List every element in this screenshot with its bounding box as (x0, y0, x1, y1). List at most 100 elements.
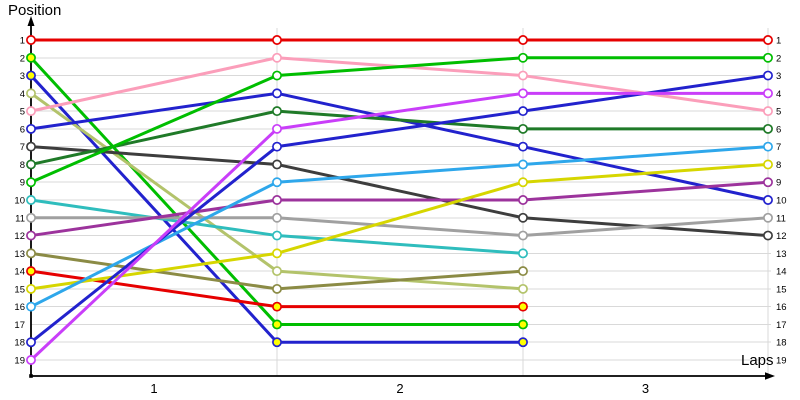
point-marker-car-start-2 (272, 319, 282, 330)
y-tick-label-right: 7 (776, 142, 781, 153)
point-marker-car-start-13 (272, 283, 282, 294)
point-marker-car-start-7 (518, 212, 528, 223)
point-marker-car-start-5 (272, 52, 282, 63)
y-tick-label-right: 12 (776, 231, 787, 242)
point-marker-car-start-12 (26, 230, 36, 241)
series-line-car-start-12 (30, 180, 769, 238)
y-tick-label-right: 11 (776, 213, 786, 224)
y-tick-label-right: 6 (776, 124, 781, 135)
point-marker-car-start-14 (26, 266, 36, 277)
y-tick-label-left: 8 (20, 160, 25, 171)
point-marker-car-start-9 (763, 52, 773, 63)
point-marker-car-start-7 (26, 141, 36, 152)
point-marker-car-start-12 (272, 195, 282, 205)
series-line-car-start-15 (30, 162, 769, 291)
point-marker-car-start-1 (763, 35, 773, 45)
point-marker-car-start-12 (518, 195, 528, 205)
point-marker-car-start-3 (26, 70, 36, 81)
point-marker-car-start-4 (518, 283, 528, 294)
series-line-car-start-19 (29, 91, 768, 362)
y-tick-label-right: 16 (776, 302, 787, 313)
point-marker-car-start-18 (272, 141, 282, 152)
point-marker-car-start-10 (272, 230, 282, 241)
point-marker-car-start-7 (272, 159, 282, 170)
y-tick-label-left: 3 (20, 71, 25, 82)
series-line-car-start-8 (30, 109, 768, 166)
y-tick-label-left: 18 (14, 338, 25, 349)
point-marker-car-start-13 (518, 266, 528, 277)
point-marker-car-start-1 (518, 35, 528, 45)
point-marker-car-start-3 (272, 337, 282, 348)
y-tick-label-right: 2 (776, 53, 781, 64)
point-marker-car-start-2 (26, 52, 36, 63)
point-marker-car-start-15 (763, 159, 773, 170)
point-marker-car-start-11 (26, 212, 36, 223)
point-marker-car-start-16 (26, 301, 36, 312)
y-tick-label-left: 13 (14, 249, 25, 260)
y-tick-label-right: 17 (776, 320, 787, 331)
point-marker-car-start-5 (26, 106, 36, 117)
point-marker-car-start-8 (26, 159, 36, 170)
y-tick-label-left: 9 (20, 178, 25, 189)
y-tick-label-right: 14 (776, 267, 787, 278)
y-tick-label-left: 4 (20, 89, 25, 100)
y-tick-label-right: 3 (776, 71, 781, 82)
y-tick-label-right: 13 (776, 249, 787, 260)
point-marker-car-start-10 (518, 248, 528, 259)
point-marker-car-start-18 (26, 337, 36, 348)
y-tick-label-left: 12 (14, 231, 25, 242)
point-marker-car-start-18 (518, 106, 528, 117)
y-tick-label-right: 5 (776, 107, 781, 118)
y-tick-label-left: 5 (20, 107, 25, 118)
point-marker-car-start-13 (26, 248, 36, 259)
point-marker-car-start-5 (763, 106, 773, 117)
x-axis-arrow-icon (765, 372, 775, 380)
point-marker-car-start-1 (26, 35, 36, 45)
point-marker-car-start-10 (26, 195, 36, 205)
y-tick-label-left: 7 (20, 142, 25, 153)
point-marker-car-start-6 (26, 123, 36, 134)
point-marker-car-start-11 (272, 212, 282, 223)
point-marker-car-start-9 (518, 52, 528, 63)
point-marker-car-start-18 (763, 70, 773, 81)
point-marker-car-start-14 (518, 301, 528, 312)
y-tick-label-right: 8 (776, 160, 781, 171)
y-tick-label-right: 18 (776, 338, 787, 349)
y-tick-label-left: 19 (14, 356, 25, 367)
point-marker-car-start-7 (763, 230, 773, 241)
y-tick-label-right: 15 (776, 284, 787, 295)
x-tick-label: 1 (150, 381, 157, 396)
point-marker-car-start-6 (272, 88, 282, 99)
x-tick-label: 3 (642, 381, 649, 396)
x-axis-title: Laps (741, 352, 774, 369)
point-marker-car-start-1 (272, 35, 282, 45)
point-marker-car-start-6 (763, 195, 773, 205)
point-marker-car-start-15 (518, 177, 528, 188)
y-tick-label-right: 9 (776, 178, 781, 189)
x-tick-label: 2 (396, 381, 403, 396)
point-marker-car-start-19 (518, 88, 528, 99)
point-marker-car-start-16 (763, 141, 773, 152)
point-marker-car-start-8 (518, 123, 528, 134)
y-axis-title: Position (8, 2, 62, 19)
y-tick-label-left: 10 (14, 196, 25, 207)
series-line-car-start-18 (30, 74, 769, 344)
point-marker-car-start-19 (272, 123, 282, 134)
point-marker-car-start-6 (518, 141, 528, 152)
y-tick-label-right: 19 (776, 356, 787, 367)
point-marker-car-start-4 (26, 88, 36, 99)
y-tick-label-right: 1 (776, 36, 781, 47)
point-marker-car-start-8 (763, 123, 773, 134)
y-tick-label-right: 10 (776, 196, 787, 207)
y-tick-label-left: 15 (14, 284, 25, 295)
point-marker-car-start-14 (272, 301, 282, 312)
point-marker-car-start-9 (272, 70, 282, 81)
point-marker-car-start-19 (763, 88, 773, 99)
point-marker-car-start-19 (26, 355, 36, 365)
series-line-car-start-9 (30, 56, 768, 184)
point-marker-car-start-16 (518, 159, 528, 170)
y-tick-label-left: 17 (14, 320, 25, 331)
y-tick-label-left: 14 (14, 267, 25, 278)
